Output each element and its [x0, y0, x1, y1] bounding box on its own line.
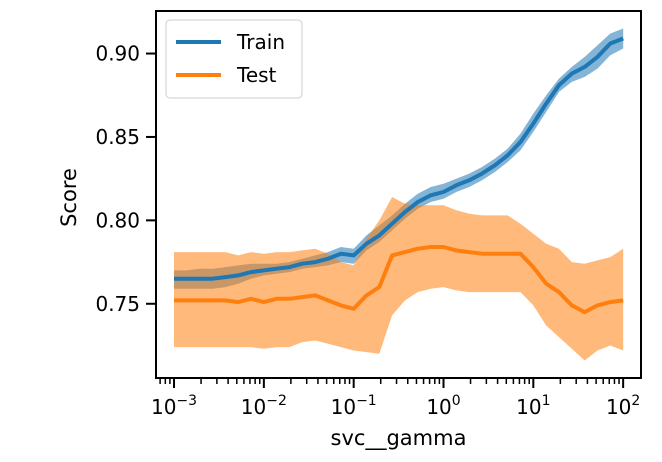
x-tick-exponent: −1	[356, 393, 377, 409]
x-tick-label: 10−2	[241, 393, 287, 419]
test-line	[174, 245, 624, 315]
train-legend-label: Train	[236, 30, 285, 54]
y-tick-label: 0.90	[95, 42, 140, 66]
test-legend-label: Test	[236, 63, 277, 87]
y-axis-ticks: 0.75 0.80 0.85 0.90	[95, 42, 156, 316]
x-tick-label: 102	[606, 393, 640, 419]
x-tick-label: 100	[426, 393, 460, 419]
x-axis-ticks: 10−3 10−2 10−1 100 101 102	[151, 378, 640, 419]
plot-frame	[155, 10, 642, 379]
x-tick-exponent: −2	[266, 393, 287, 409]
x-tick-exponent: 0	[452, 393, 461, 409]
test-band	[174, 197, 624, 361]
y-tick-label: 0.75	[95, 292, 140, 316]
x-tick-label: 10−1	[331, 393, 377, 419]
y-tick-label: 0.80	[95, 208, 140, 232]
series-lines	[174, 36, 624, 315]
train-line	[174, 36, 624, 281]
y-tick-label: 0.85	[95, 125, 140, 149]
x-axis-label: svc__gamma	[331, 426, 467, 451]
confidence-bands	[174, 28, 624, 361]
x-tick-exponent: −3	[176, 393, 197, 409]
legend: Train Test	[165, 19, 303, 99]
x-tick-label: 101	[516, 393, 550, 419]
y-axis-label: Score	[57, 168, 81, 227]
legend-box	[165, 19, 303, 99]
x-tick-label: 10−3	[151, 393, 197, 419]
x-tick-exponent: 2	[631, 393, 640, 409]
x-tick-exponent: 1	[542, 393, 551, 409]
